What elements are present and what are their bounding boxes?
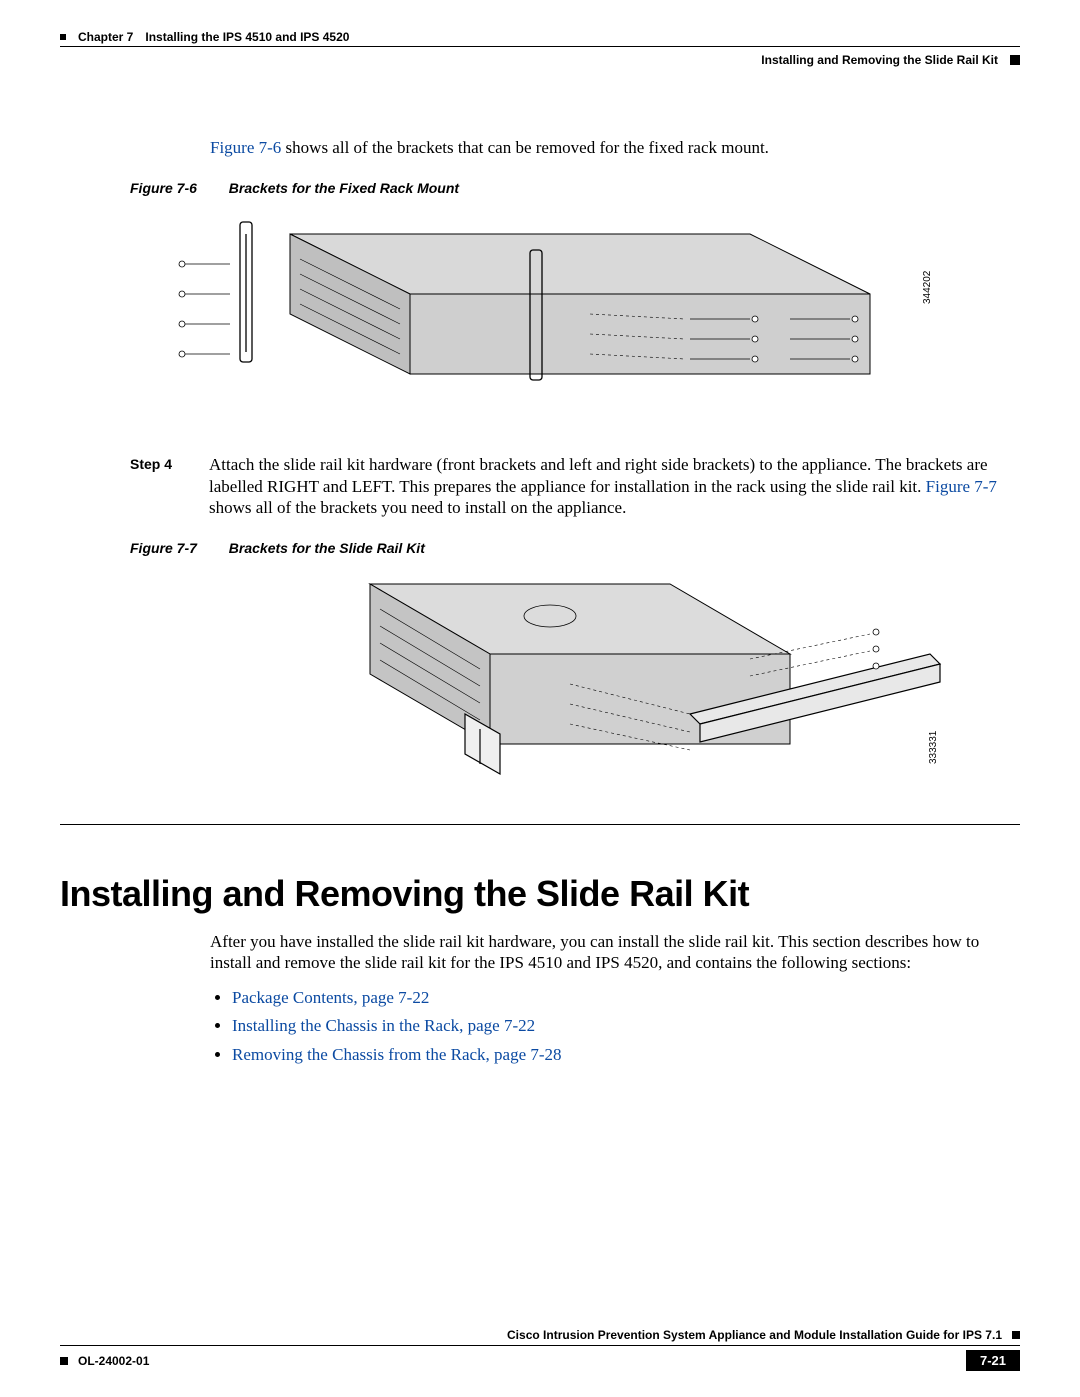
header-rule <box>60 46 1020 47</box>
step-4-label: Step 4 <box>130 454 185 518</box>
header-line-1: Chapter 7 Installing the IPS 4510 and IP… <box>60 30 1020 44</box>
running-head: Installing and Removing the Slide Rail K… <box>761 53 998 67</box>
step-4-text-after: shows all of the brackets you need to in… <box>209 498 626 517</box>
intro-text: shows all of the brackets that can be re… <box>281 138 769 157</box>
footer-book-title: Cisco Intrusion Prevention System Applia… <box>507 1328 1002 1342</box>
figure-6-caption: Figure 7-6 Brackets for the Fixed Rack M… <box>130 180 1010 196</box>
step-4-text-before: Attach the slide rail kit hardware (fron… <box>209 455 988 495</box>
page-content: Figure 7-6 shows all of the brackets tha… <box>60 77 1020 1070</box>
footer-square-icon <box>1012 1331 1020 1339</box>
page-number: 7-21 <box>966 1350 1020 1371</box>
section-rule <box>60 824 1020 825</box>
doc-id-text: OL-24002-01 <box>78 1354 149 1368</box>
footer-book-title-row: Cisco Intrusion Prevention System Applia… <box>60 1328 1020 1342</box>
figure-6-label: Figure 7-6 <box>130 180 197 196</box>
intro-paragraph: Figure 7-6 shows all of the brackets tha… <box>210 137 1010 158</box>
figure-7-id: 333331 <box>928 731 939 764</box>
figure-7-label: Figure 7-7 <box>130 540 197 556</box>
step-4-text: Attach the slide rail kit hardware (fron… <box>209 454 1010 518</box>
header-square-icon <box>60 34 66 40</box>
header-line-2: Installing and Removing the Slide Rail K… <box>60 53 1020 67</box>
footer-doc-id: OL-24002-01 <box>60 1354 149 1368</box>
step-4-block: Step 4 Attach the slide rail kit hardwar… <box>210 454 1010 518</box>
link-removing-chassis[interactable]: Removing the Chassis from the Rack, page… <box>232 1045 562 1064</box>
figure-7-title: Brackets for the Slide Rail Kit <box>229 540 425 556</box>
page-header: Chapter 7 Installing the IPS 4510 and IP… <box>60 30 1020 67</box>
figure-6-title: Brackets for the Fixed Rack Mount <box>229 180 459 196</box>
footer-bottom-row: OL-24002-01 7-21 <box>60 1350 1020 1371</box>
footer-rule <box>60 1345 1020 1346</box>
figure-7-image: 333331 <box>130 564 950 794</box>
figure-6-image: 344202 <box>130 204 950 424</box>
section-heading: Installing and Removing the Slide Rail K… <box>60 873 1010 915</box>
chapter-label: Chapter 7 <box>78 30 133 44</box>
footer-square-icon <box>60 1357 68 1365</box>
chapter-title: Installing the IPS 4510 and IPS 4520 <box>145 30 349 44</box>
header-square-icon <box>1010 55 1020 65</box>
figure-7-caption: Figure 7-7 Brackets for the Slide Rail K… <box>130 540 1010 556</box>
link-package-contents[interactable]: Package Contents, page 7-22 <box>232 988 429 1007</box>
figure-7-link[interactable]: Figure 7-7 <box>926 477 997 496</box>
figure-6-id: 344202 <box>922 271 933 304</box>
page-footer: Cisco Intrusion Prevention System Applia… <box>60 1328 1020 1371</box>
link-installing-chassis[interactable]: Installing the Chassis in the Rack, page… <box>232 1016 535 1035</box>
section-intro: After you have installed the slide rail … <box>210 931 1010 974</box>
figure-6-link[interactable]: Figure 7-6 <box>210 138 281 157</box>
section-links-list: Package Contents, page 7-22 Installing t… <box>210 984 1010 1071</box>
